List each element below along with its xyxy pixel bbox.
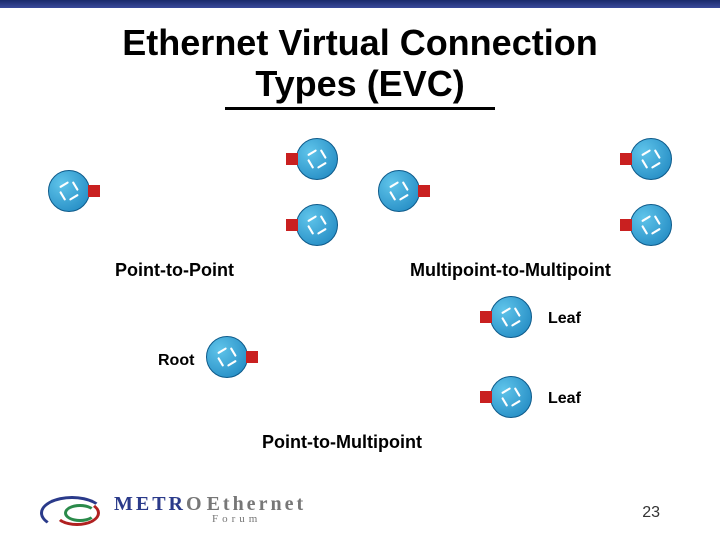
router-port [480,391,492,403]
network-svg [0,0,720,540]
logo-mark-icon [40,494,104,526]
logo-text-o: O [186,493,205,515]
footer-logo: METROEthernet Forum [40,494,306,526]
router-port [620,153,632,165]
router-port [88,185,100,197]
router-icon [206,336,248,378]
logo-text: METROEthernet Forum [114,495,306,524]
label-point-to-point: Point-to-Point [115,260,234,281]
router-port [418,185,430,197]
router-icon [296,204,338,246]
router-icon [48,170,90,212]
page-number: 23 [642,504,660,522]
router-port [620,219,632,231]
router-port [286,153,298,165]
router-port [246,351,258,363]
router-icon [490,376,532,418]
router-icon [378,170,420,212]
label-multipoint-to-multipoint: Multipoint-to-Multipoint [410,260,611,281]
logo-text-ethernet: Ethernet [207,493,307,515]
router-icon [490,296,532,338]
logo-text-metro: METR [114,493,186,515]
router-icon [296,138,338,180]
router-port [286,219,298,231]
router-icon [630,138,672,180]
label-leaf-2: Leaf [548,390,581,408]
logo-text-forum: Forum [212,514,306,524]
router-icon [630,204,672,246]
label-leaf-1: Leaf [548,310,581,328]
router-port [480,311,492,323]
label-point-to-multipoint: Point-to-Multipoint [262,432,422,453]
label-root: Root [158,352,194,370]
